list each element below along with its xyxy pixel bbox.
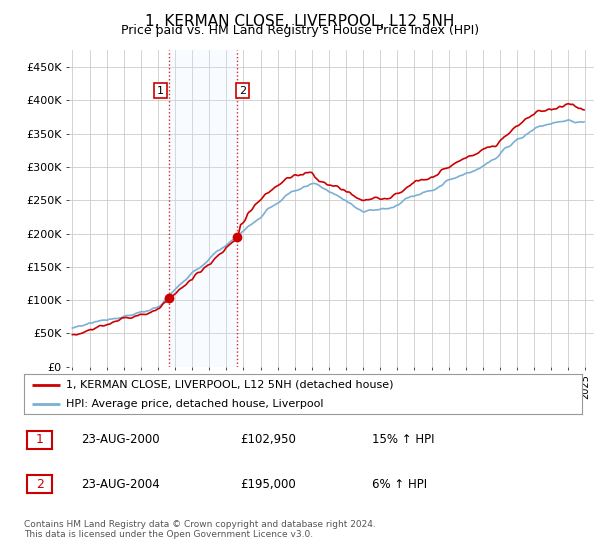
Text: Contains HM Land Registry data © Crown copyright and database right 2024.
This d: Contains HM Land Registry data © Crown c…	[24, 520, 376, 539]
Text: 1: 1	[35, 433, 44, 446]
Text: Price paid vs. HM Land Registry's House Price Index (HPI): Price paid vs. HM Land Registry's House …	[121, 24, 479, 36]
Text: 15% ↑ HPI: 15% ↑ HPI	[372, 433, 434, 446]
Bar	[169, 50, 237, 367]
Text: 6% ↑ HPI: 6% ↑ HPI	[372, 478, 427, 491]
Text: HPI: Average price, detached house, Liverpool: HPI: Average price, detached house, Live…	[66, 399, 323, 408]
Text: £102,950: £102,950	[240, 433, 296, 446]
Text: 23-AUG-2000: 23-AUG-2000	[81, 433, 160, 446]
Text: £195,000: £195,000	[240, 478, 296, 491]
Text: 1, KERMAN CLOSE, LIVERPOOL, L12 5NH: 1, KERMAN CLOSE, LIVERPOOL, L12 5NH	[145, 14, 455, 29]
Text: 2: 2	[35, 478, 44, 491]
Text: 2: 2	[239, 86, 246, 96]
Text: 23-AUG-2004: 23-AUG-2004	[81, 478, 160, 491]
Text: 1: 1	[157, 86, 164, 96]
Text: 1, KERMAN CLOSE, LIVERPOOL, L12 5NH (detached house): 1, KERMAN CLOSE, LIVERPOOL, L12 5NH (det…	[66, 380, 394, 390]
